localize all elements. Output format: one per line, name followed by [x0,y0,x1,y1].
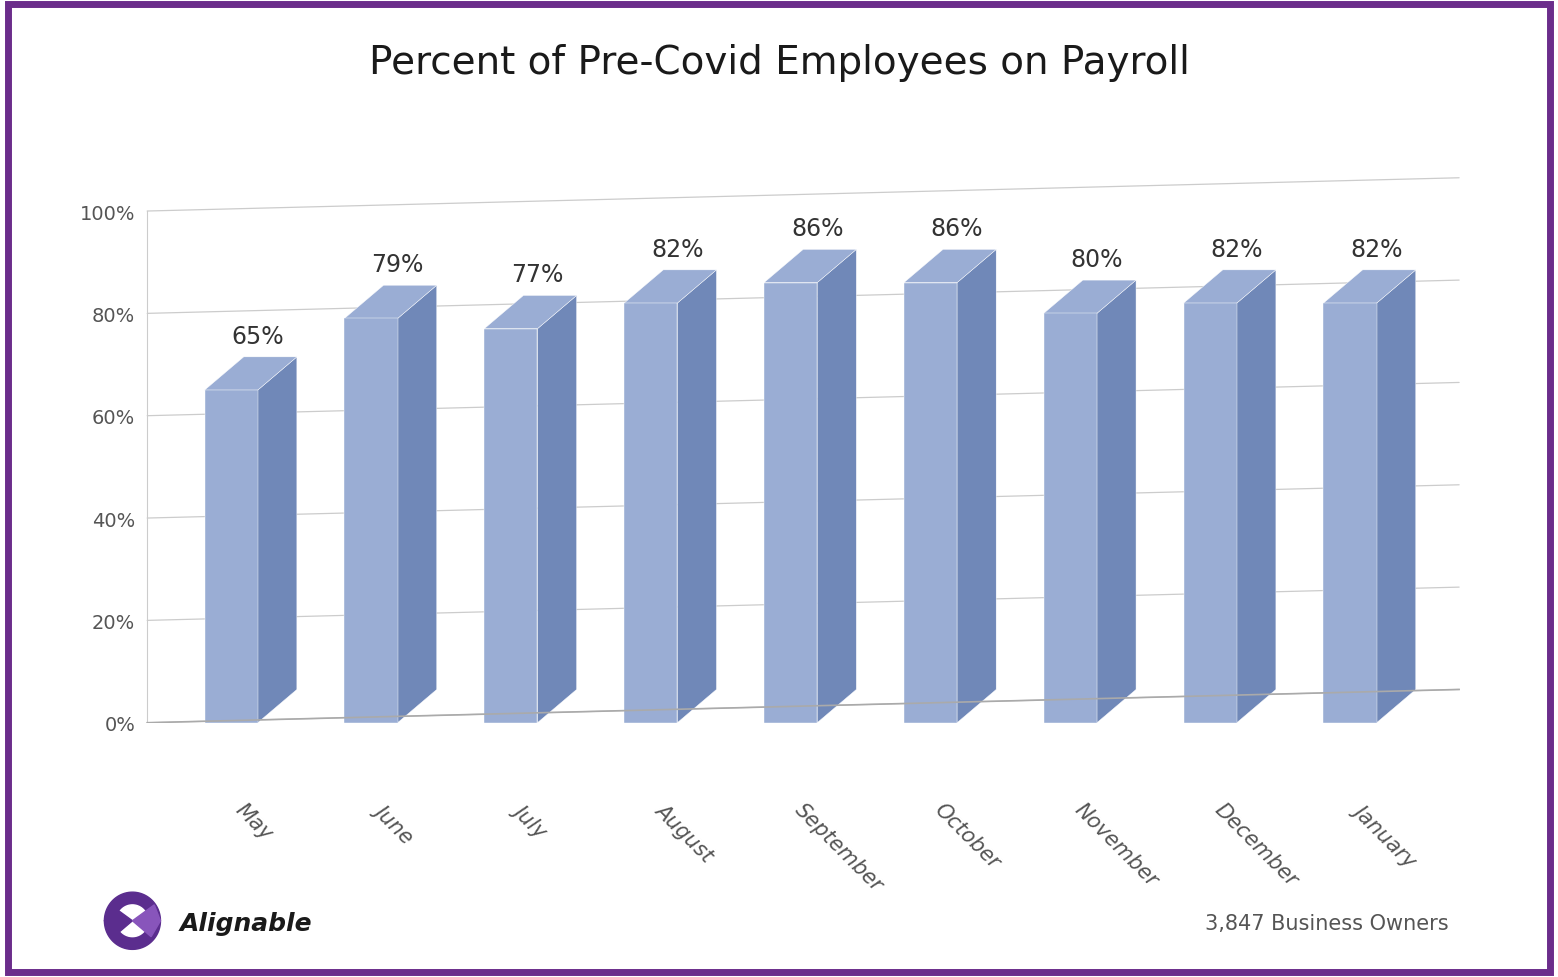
Polygon shape [763,283,816,723]
Text: 82%: 82% [1211,237,1264,262]
Polygon shape [204,391,257,723]
Polygon shape [104,892,160,950]
Polygon shape [538,296,576,723]
Polygon shape [204,358,298,391]
Polygon shape [904,283,957,723]
Polygon shape [957,250,996,723]
Polygon shape [397,286,436,723]
Text: 82%: 82% [651,237,704,262]
Polygon shape [678,271,717,723]
Polygon shape [117,905,148,937]
Polygon shape [485,296,576,329]
Polygon shape [1097,280,1136,723]
Polygon shape [257,358,298,723]
Polygon shape [1044,280,1136,314]
Polygon shape [1323,271,1416,304]
Text: 65%: 65% [232,324,284,348]
Text: 80%: 80% [1070,247,1123,272]
Polygon shape [485,329,538,723]
Polygon shape [1237,271,1276,723]
Polygon shape [1044,314,1097,723]
Polygon shape [1377,271,1416,723]
Text: 3,847 Business Owners: 3,847 Business Owners [1206,913,1449,933]
Polygon shape [344,319,397,723]
Polygon shape [1323,304,1377,723]
Text: 77%: 77% [511,263,564,287]
Text: 86%: 86% [930,217,983,241]
Polygon shape [625,271,717,304]
Polygon shape [344,286,436,319]
Polygon shape [816,250,857,723]
Polygon shape [625,304,678,723]
Text: 82%: 82% [1351,237,1402,262]
Polygon shape [763,250,857,283]
Text: 86%: 86% [791,217,843,241]
Text: 79%: 79% [371,253,424,276]
Polygon shape [104,905,132,937]
Polygon shape [1184,271,1276,304]
Text: Percent of Pre-Covid Employees on Payroll: Percent of Pre-Covid Employees on Payrol… [369,44,1189,82]
Polygon shape [132,905,160,937]
Text: Alignable: Alignable [179,912,312,935]
Polygon shape [904,250,996,283]
Polygon shape [1184,304,1237,723]
